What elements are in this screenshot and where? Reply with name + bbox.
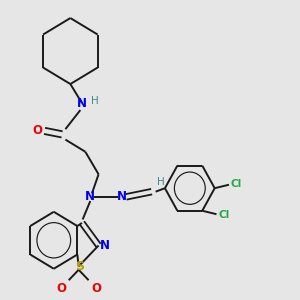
Text: S: S: [75, 260, 84, 273]
Text: O: O: [32, 124, 42, 137]
Text: N: N: [85, 190, 95, 203]
Text: Cl: Cl: [218, 210, 230, 220]
Text: N: N: [77, 97, 87, 110]
Text: Cl: Cl: [231, 179, 242, 189]
Text: H: H: [157, 177, 164, 187]
Text: O: O: [91, 282, 101, 296]
Text: O: O: [56, 282, 66, 296]
Text: N: N: [100, 239, 110, 252]
Text: H: H: [92, 96, 99, 106]
Text: N: N: [117, 190, 127, 203]
